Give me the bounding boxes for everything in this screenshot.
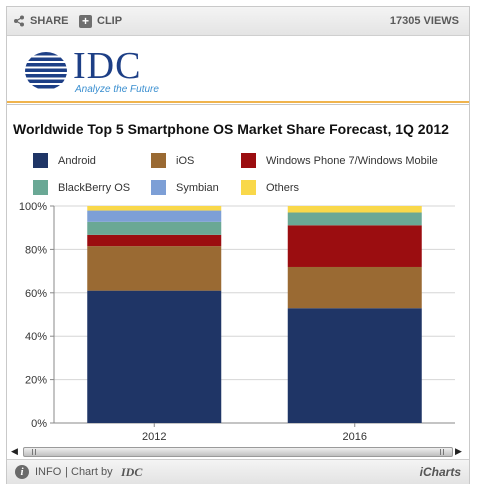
legend-item[interactable]: Others — [241, 180, 299, 195]
bar-segment — [87, 246, 222, 291]
scrollbar-thumb[interactable] — [23, 447, 453, 457]
legend-item[interactable]: BlackBerry OS — [33, 180, 130, 195]
footer-separator: | — [65, 466, 68, 478]
y-tick-label: 80% — [25, 244, 47, 256]
legend-label: BlackBerry OS — [58, 181, 131, 194]
grip-right — [443, 449, 444, 455]
scroll-left-arrow-icon[interactable]: ◀ — [11, 446, 18, 456]
y-tick-label: 100% — [19, 201, 47, 213]
share-label: SHARE — [30, 15, 69, 27]
plus-icon: + — [79, 14, 92, 28]
legend-item[interactable]: Android — [33, 153, 96, 168]
chart-widget: SHARE + CLIP 17305 VIEWS IDC Analyze the… — [6, 6, 470, 484]
y-tick-label: 40% — [25, 331, 47, 343]
stacked-bar-chart: 0% 20% 40% 60% 80% 100% 2012 2016 — [19, 201, 455, 443]
y-tick-label: 60% — [25, 288, 47, 300]
info-link[interactable]: INFO — [35, 466, 62, 478]
legend-swatch — [33, 153, 48, 168]
horizontal-scrollbar[interactable]: ◀ ▶ — [11, 446, 463, 457]
legend-swatch — [241, 153, 256, 168]
grip-left — [32, 449, 33, 455]
legend-swatch — [151, 180, 166, 195]
bar-segment — [287, 212, 422, 226]
bar-segment — [87, 206, 222, 211]
bar-segment — [287, 206, 422, 213]
legend-label: Others — [266, 181, 300, 194]
grip-left-2 — [35, 449, 36, 455]
legend-item[interactable]: iOS — [151, 153, 194, 168]
idc-globe-logo — [25, 52, 67, 89]
logo-area — [7, 36, 469, 104]
icharts-link[interactable]: iCharts — [419, 465, 461, 479]
views-count: 17305 VIEWS — [389, 15, 459, 27]
legend-swatch — [241, 180, 256, 195]
bar-segment — [87, 210, 222, 222]
bar-segment — [87, 234, 222, 247]
chart-title: Worldwide Top 5 Smartphone OS Market Sha… — [13, 121, 449, 137]
idc-tagline: Analyze the Future — [75, 84, 159, 95]
scroll-right-arrow-icon[interactable]: ▶ — [455, 446, 462, 456]
chart-by-name: IDC — [121, 465, 143, 479]
toolbar: SHARE + CLIP 17305 VIEWS — [7, 7, 469, 36]
x-tick-label: 2016 — [343, 431, 367, 443]
legend-label: Symbian — [176, 181, 219, 194]
bar-segment — [87, 221, 222, 235]
clip-button[interactable]: + CLIP — [79, 14, 122, 28]
idc-logo-text: IDC — [73, 45, 142, 87]
clip-label: CLIP — [97, 15, 123, 27]
footer: i INFO | Chart by IDC iCharts — [7, 459, 469, 484]
legend-label: iOS — [176, 154, 195, 167]
bar-segment — [287, 266, 422, 309]
chart-by-label: Chart by — [71, 466, 113, 478]
grip-right-2 — [440, 449, 441, 455]
bar-segment — [87, 290, 222, 423]
info-icon[interactable]: i — [15, 465, 29, 479]
legend-item[interactable]: Windows Phone 7/Windows Mobile — [241, 153, 438, 168]
share-button[interactable]: SHARE — [13, 14, 69, 28]
accent-divider — [7, 101, 469, 103]
divider — [7, 104, 469, 105]
legend-swatch — [151, 153, 166, 168]
legend-item[interactable]: Symbian — [151, 180, 219, 195]
y-tick-label: 0% — [31, 418, 47, 430]
y-tick-label: 20% — [25, 375, 47, 387]
x-tick-label: 2012 — [142, 431, 166, 443]
share-icon — [14, 15, 24, 27]
bar-segment — [287, 225, 422, 267]
legend-label: Android — [58, 154, 96, 167]
bar-segment — [287, 308, 422, 423]
legend-swatch — [33, 180, 48, 195]
legend-label: Windows Phone 7/Windows Mobile — [266, 154, 438, 167]
